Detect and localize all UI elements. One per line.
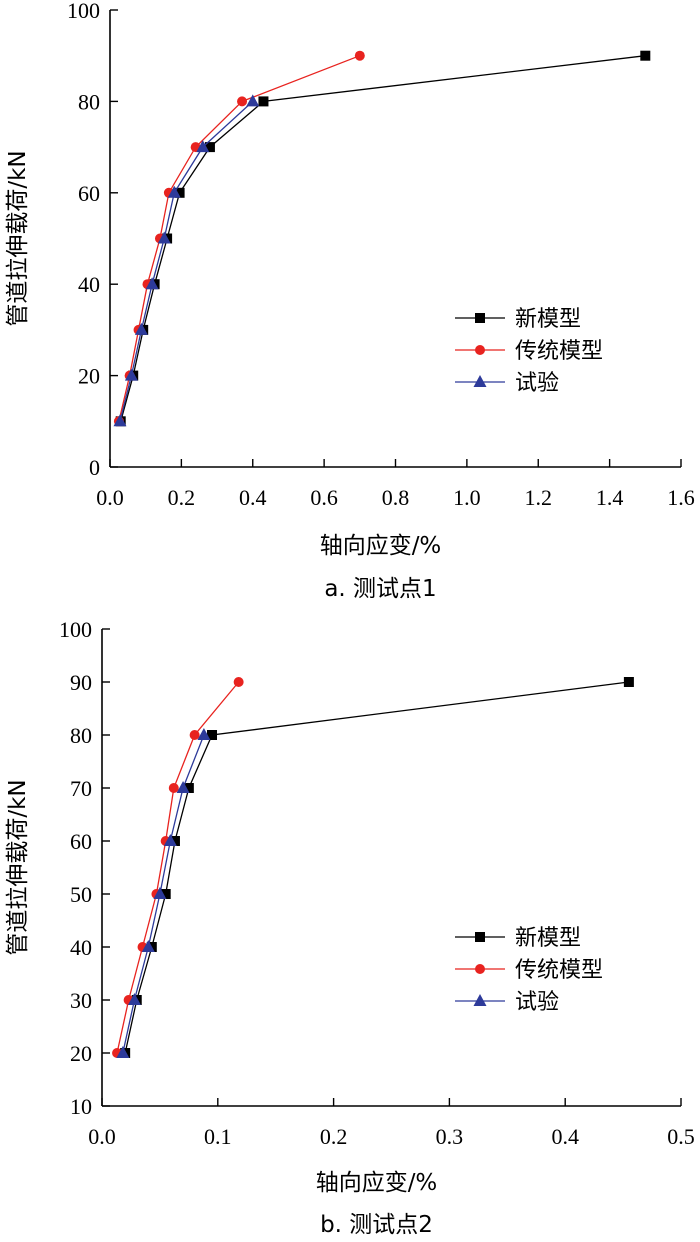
series-line: [116, 681, 240, 1054]
data-point: [141, 940, 155, 952]
y-axis-title: 管道拉伸载荷/kN: [5, 150, 31, 326]
data-point: [197, 728, 211, 740]
x-tick-label: 1.6: [667, 485, 695, 510]
legend-marker: [473, 375, 487, 387]
series-line: [120, 55, 646, 422]
data-point: [134, 322, 148, 335]
data-point: [124, 368, 138, 381]
y-tick-label: 80: [70, 723, 92, 748]
series-test: [116, 728, 211, 1058]
y-tick-label: 30: [70, 988, 92, 1013]
x-tick-label: 0.4: [551, 1124, 579, 1149]
data-point: [145, 277, 159, 290]
x-tick-label: 0.3: [436, 1124, 464, 1149]
data-point: [183, 783, 194, 793]
legend-label: 传统模型: [515, 958, 603, 983]
data-point: [113, 414, 127, 427]
legend-marker: [475, 313, 485, 323]
y-tick-label: 80: [78, 89, 100, 114]
x-tick-label: 0.2: [320, 1124, 348, 1149]
data-point: [163, 834, 177, 846]
x-tick-label: 0.0: [96, 485, 124, 510]
x-tick-label: 1.0: [453, 485, 481, 510]
y-tick-label: 100: [59, 617, 92, 642]
chart-2: 0.0 0.1 0.2 0.3 0.4 0.5 10 20 30 40 50 60 70 80 90 100 轴…: [5, 617, 695, 1238]
x-axis-title: 轴向应变/%: [320, 533, 442, 559]
data-point: [354, 50, 365, 61]
y-axis-title: 管道拉伸载荷/kN: [5, 779, 31, 955]
data-point: [623, 677, 634, 687]
data-point: [157, 231, 171, 244]
y-tick-label: 40: [70, 935, 92, 960]
x-tick-label: 0.0: [88, 1124, 116, 1149]
data-point: [258, 96, 269, 107]
legend-marker: [475, 964, 485, 974]
data-point: [116, 1046, 130, 1058]
x-tick-label: 1.4: [596, 485, 624, 510]
data-point: [640, 50, 651, 61]
chart-caption: b. 测试点2: [320, 1212, 433, 1238]
y-tick-label: 0: [89, 455, 100, 480]
data-point: [204, 142, 215, 153]
legend-marker: [475, 345, 485, 355]
y-tick-label: 40: [78, 272, 100, 297]
x-tick-label: 0.5: [667, 1124, 695, 1149]
legend-marker: [475, 932, 485, 942]
x-tick-label: 0.2: [168, 485, 196, 510]
data-point: [168, 783, 179, 793]
series-traditional_model: [112, 677, 244, 1058]
x-tick-label: 0.1: [204, 1124, 232, 1149]
data-point: [167, 185, 181, 198]
data-point: [160, 889, 171, 899]
series-new_model: [115, 50, 651, 427]
data-point: [233, 677, 244, 687]
data-point: [237, 96, 248, 107]
series-test: [113, 94, 260, 427]
chart-1: 0.0 0.2 0.4 0.6 0.8 1.0 1.2 1.4 1.6 0 20 40 60 80 100 轴…: [5, 0, 695, 602]
chart-caption: a. 测试点1: [324, 576, 436, 602]
series-line: [124, 681, 629, 1054]
data-point: [127, 993, 141, 1005]
y-tick-label: 20: [78, 364, 100, 389]
data-point: [153, 887, 167, 899]
data-point: [174, 187, 185, 198]
data-point: [169, 836, 180, 846]
y-tick-label: 100: [67, 0, 100, 23]
y-tick-label: 20: [70, 1041, 92, 1066]
y-tick-label: 60: [70, 829, 92, 854]
y-tick-label: 90: [70, 670, 92, 695]
x-tick-label: 0.6: [310, 485, 338, 510]
y-tick-label: 50: [70, 882, 92, 907]
series-line: [119, 100, 254, 422]
legend-label: 新模型: [515, 307, 581, 332]
legend-label: 新模型: [515, 926, 581, 951]
data-point: [207, 730, 218, 740]
legend-label: 试验: [515, 990, 559, 1015]
data-point: [246, 94, 260, 107]
legend-label: 传统模型: [515, 339, 603, 364]
legend-label: 试验: [515, 371, 559, 396]
data-point: [196, 140, 210, 153]
series-traditional_model: [113, 50, 365, 427]
x-tick-label: 0.4: [239, 485, 267, 510]
legend-marker: [473, 994, 487, 1006]
x-tick-label: 1.2: [525, 485, 553, 510]
y-tick-label: 10: [70, 1094, 92, 1119]
y-tick-label: 60: [78, 181, 100, 206]
y-tick-label: 70: [70, 776, 92, 801]
x-tick-label: 0.8: [382, 485, 410, 510]
x-axis-title: 轴向应变/%: [316, 1170, 438, 1196]
data-point: [176, 781, 190, 793]
data-point: [189, 730, 200, 740]
